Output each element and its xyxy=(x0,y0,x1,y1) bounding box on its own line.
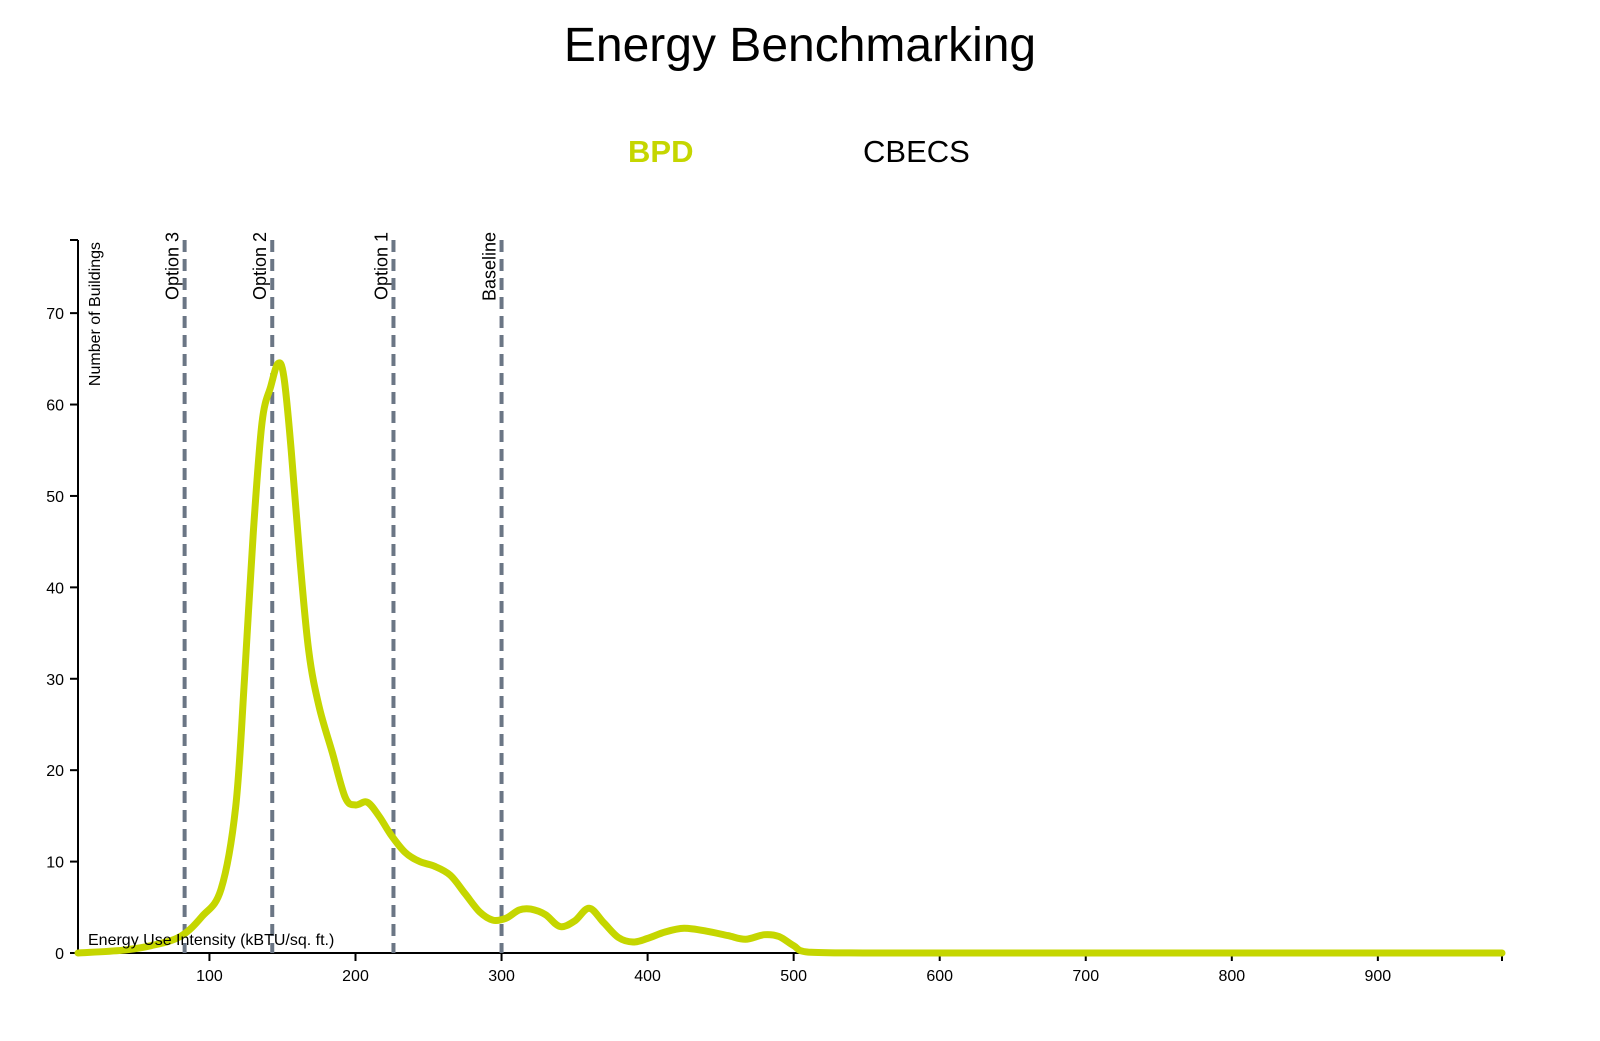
y-tick-label: 20 xyxy=(46,763,64,780)
x-tick-label: 600 xyxy=(926,968,953,985)
option-marker-label: Option 2 xyxy=(250,232,270,300)
x-tick-label: 400 xyxy=(634,968,661,985)
x-tick-label: 700 xyxy=(1072,968,1099,985)
y-tick-label: 60 xyxy=(46,398,64,415)
chart-title: Energy Benchmarking xyxy=(563,19,1037,72)
y-tick-label: 70 xyxy=(46,306,64,323)
x-tick-label: 300 xyxy=(488,968,515,985)
x-tick-label: 200 xyxy=(342,968,369,985)
x-ticks: 100 200 300 400 500 600 700 800 900 xyxy=(196,953,1503,985)
x-tick-label: 900 xyxy=(1365,968,1392,985)
series-line-bpd xyxy=(74,359,1506,957)
legend-item-bpd[interactable]: BPD xyxy=(628,134,694,169)
y-ticks: 0 10 20 30 40 50 60 70 xyxy=(46,239,78,963)
y-tick-label: 10 xyxy=(46,855,64,872)
y-tick-label: 30 xyxy=(46,672,64,689)
y-axis-title: Number of Buildings xyxy=(87,242,104,386)
x-tick-label: 800 xyxy=(1218,968,1245,985)
y-tick-label: 50 xyxy=(46,489,64,506)
legend-item-cbecs[interactable]: CBECS xyxy=(863,134,970,169)
y-tick-label: 0 xyxy=(55,946,64,963)
y-tick-label: 40 xyxy=(46,580,64,597)
x-tick-label: 100 xyxy=(196,968,223,985)
option-marker-label: Option 1 xyxy=(371,232,391,300)
option-marker-label: Option 3 xyxy=(163,232,183,300)
x-axis-title: Energy Use Intensity (kBTU/sq. ft.) xyxy=(88,932,334,949)
option-marker-label: Baseline xyxy=(480,232,500,301)
x-tick-label: 500 xyxy=(780,968,807,985)
option-markers: Option 3 Option 2 Option 1 Baseline xyxy=(163,232,504,953)
